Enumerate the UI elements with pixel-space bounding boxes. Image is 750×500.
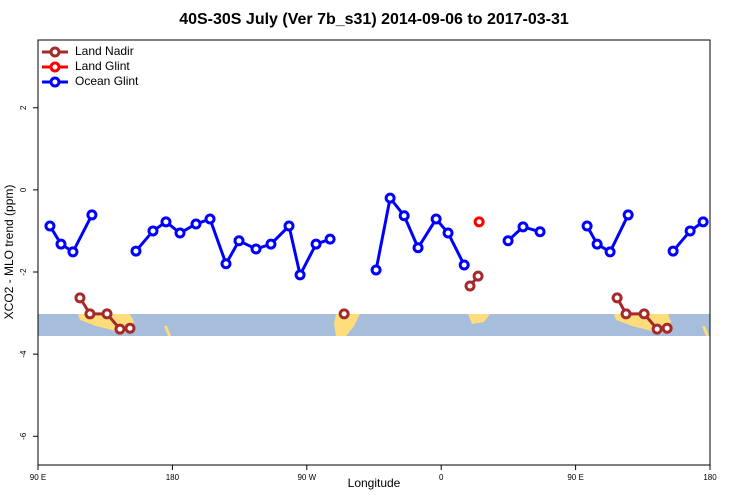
x-tick-label: 90 E bbox=[30, 473, 46, 482]
y-tick-label: -2 bbox=[19, 268, 28, 276]
point bbox=[604, 246, 616, 258]
chart-title: 40S-30S July (Ver 7b_s31) 2014-09-06 to … bbox=[179, 11, 569, 28]
point bbox=[412, 242, 424, 254]
point bbox=[661, 322, 673, 334]
point bbox=[651, 323, 663, 335]
point bbox=[473, 216, 485, 228]
point bbox=[534, 226, 546, 238]
y-axis-label: XCO2 - MLO trend (ppm) bbox=[2, 185, 16, 320]
legend-marker bbox=[49, 61, 61, 73]
point bbox=[517, 221, 529, 233]
point bbox=[638, 308, 650, 320]
point bbox=[611, 292, 623, 304]
x-axis-label: Longitude bbox=[348, 476, 401, 490]
legend-label: Land Nadir bbox=[75, 44, 134, 58]
point bbox=[114, 323, 126, 335]
point bbox=[591, 238, 603, 250]
legend-label: Land Glint bbox=[75, 59, 130, 73]
x-tick-label: 90 W bbox=[297, 473, 316, 482]
point bbox=[55, 238, 67, 250]
point bbox=[370, 264, 382, 276]
point bbox=[190, 218, 202, 230]
point bbox=[338, 308, 350, 320]
point bbox=[464, 280, 476, 292]
x-tick-label: 0 bbox=[439, 473, 444, 482]
y-tick-label: -6 bbox=[19, 432, 28, 440]
y-tick-label: 2 bbox=[19, 105, 28, 110]
y-tick-label: -4 bbox=[19, 350, 28, 358]
point bbox=[84, 308, 96, 320]
point bbox=[458, 259, 470, 271]
legend-marker bbox=[49, 76, 61, 88]
land-africa bbox=[468, 314, 490, 324]
point bbox=[233, 235, 245, 247]
land-nz-2 bbox=[702, 326, 709, 336]
point bbox=[294, 269, 306, 281]
ocean-strip bbox=[38, 314, 710, 336]
point bbox=[67, 246, 79, 258]
x-tick-label: 180 bbox=[166, 473, 180, 482]
legend-marker bbox=[49, 46, 61, 58]
point bbox=[620, 308, 632, 320]
point bbox=[581, 220, 593, 232]
x-tick-label: 180 bbox=[703, 473, 717, 482]
legend-label: Ocean Glint bbox=[75, 74, 139, 88]
point bbox=[697, 216, 709, 228]
point bbox=[398, 210, 410, 222]
point bbox=[472, 270, 484, 282]
point bbox=[622, 209, 634, 221]
point bbox=[44, 220, 56, 232]
point bbox=[684, 225, 696, 237]
point bbox=[430, 213, 442, 225]
series-line bbox=[48, 194, 704, 280]
point bbox=[442, 227, 454, 239]
point bbox=[101, 308, 113, 320]
point bbox=[250, 243, 262, 255]
point bbox=[310, 238, 322, 250]
point bbox=[384, 192, 396, 204]
point bbox=[147, 225, 159, 237]
map-strip bbox=[38, 314, 710, 336]
point bbox=[130, 245, 142, 257]
point bbox=[220, 258, 232, 270]
point bbox=[204, 213, 216, 225]
point bbox=[124, 322, 136, 334]
x-tick-label: 90 E bbox=[567, 473, 583, 482]
land-nz bbox=[164, 326, 171, 336]
plot-frame bbox=[37, 39, 711, 466]
point bbox=[74, 292, 86, 304]
point bbox=[502, 235, 514, 247]
y-tick-label: 0 bbox=[19, 187, 28, 192]
point bbox=[667, 245, 679, 257]
point bbox=[174, 227, 186, 239]
point bbox=[265, 238, 277, 250]
land-south-america bbox=[334, 314, 360, 336]
point bbox=[160, 216, 172, 228]
point bbox=[283, 220, 295, 232]
point bbox=[324, 233, 336, 245]
point bbox=[86, 209, 98, 221]
